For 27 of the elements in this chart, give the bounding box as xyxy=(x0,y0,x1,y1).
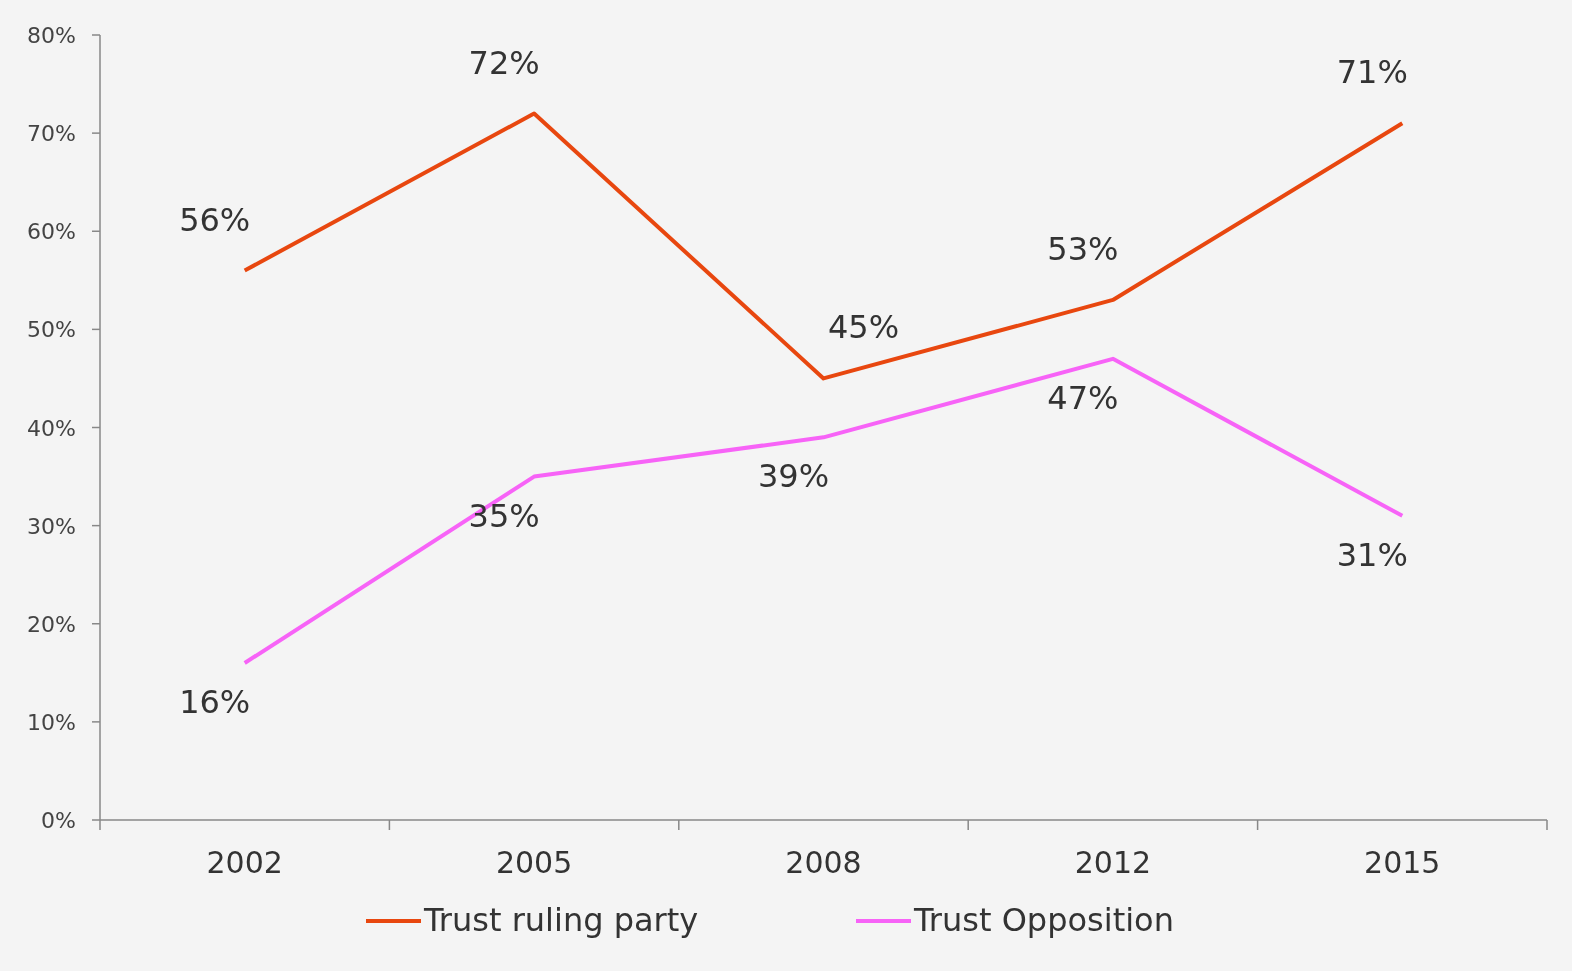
data-label: 72% xyxy=(468,43,540,82)
y-tick-label: 70% xyxy=(27,121,76,147)
y-tick-label: 80% xyxy=(27,23,76,48)
y-tick-label: 10% xyxy=(27,709,76,735)
y-tick-label: 40% xyxy=(27,415,76,441)
y-tick-label: 30% xyxy=(27,513,76,539)
data-label: 31% xyxy=(1336,535,1408,574)
y-tick-label: 0% xyxy=(41,808,76,833)
x-tick-label: 2008 xyxy=(785,845,862,880)
x-tick-label: 2012 xyxy=(1074,845,1152,880)
data-label: 71% xyxy=(1336,53,1408,92)
data-label: 56% xyxy=(179,200,251,239)
x-tick-label: 2002 xyxy=(206,845,283,880)
data-label: 45% xyxy=(827,308,900,347)
legend-label: Trust ruling party xyxy=(423,901,699,939)
x-tick-label: 2015 xyxy=(1364,845,1441,880)
data-label: 53% xyxy=(1047,229,1119,268)
data-label: 16% xyxy=(179,683,251,721)
data-label: 47% xyxy=(1047,378,1119,417)
y-tick-label: 60% xyxy=(27,219,76,245)
data-label: 39% xyxy=(757,457,830,496)
x-tick-label: 2005 xyxy=(495,845,573,880)
data-label: 35% xyxy=(468,496,540,535)
y-tick-label: 20% xyxy=(27,611,76,637)
y-tick-label: 50% xyxy=(27,317,76,343)
line-series xyxy=(242,356,1405,665)
legend-label: Trust Opposition xyxy=(913,901,1174,939)
